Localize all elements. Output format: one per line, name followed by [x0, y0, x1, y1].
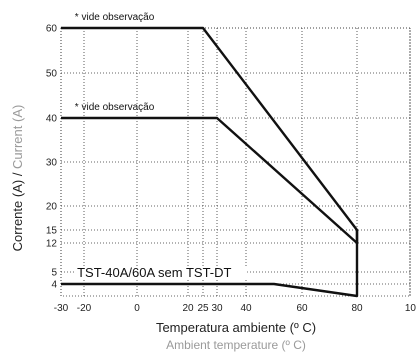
x-axis-label-secondary: Ambient temperature (º C) — [166, 338, 306, 352]
x-tick-label: 10 — [405, 303, 416, 314]
y-tick-label: 15 — [46, 226, 58, 237]
x-tick-label: 20 — [182, 303, 194, 314]
annotation-background — [75, 266, 248, 280]
x-tick-label: 80 — [351, 303, 363, 314]
plot-border — [60, 27, 411, 297]
y-axis-label: Corrente (A) / Current (A) — [10, 105, 25, 252]
x-tick-label: 30 — [211, 303, 223, 314]
x-tick-label: 60 — [296, 303, 308, 314]
plot-frame — [60, 27, 411, 297]
x-tick-labels: -30 -20 0 20 25 30 40 60 80 10 — [54, 303, 416, 314]
series-lines — [61, 26, 359, 298]
annotation-note: * vide observação — [75, 102, 155, 113]
x-axis-label: Temperatura ambiente (º C) — [156, 320, 316, 335]
series-line — [61, 230, 359, 298]
y-axis-label-primary: Corrente (A) — [10, 180, 25, 252]
y-tick-label: 30 — [46, 158, 58, 169]
y-tick-label: 5 — [51, 268, 57, 279]
annotation-note: * vide observação — [75, 12, 155, 23]
y-tick-label: 40 — [46, 114, 58, 125]
annotations: * vide observação * vide observação TST-40… — [75, 12, 248, 280]
y-tick-label: 20 — [46, 202, 58, 213]
series-line — [61, 26, 359, 243]
series-line — [61, 116, 358, 244]
y-tick-labels: 45 12 15 20 30 40 50 60 — [46, 24, 58, 291]
x-tick-label: -30 — [54, 303, 69, 314]
y-tick-label: 50 — [46, 69, 58, 80]
y-tick-label: 12 — [46, 239, 58, 250]
annotation-label: TST-40A/60A sem TST-DT — [77, 265, 231, 280]
y-tick-label: 60 — [46, 24, 58, 35]
x-tick-label: 0 — [134, 303, 140, 314]
y-axis-label-secondary: Current (A) — [10, 105, 25, 169]
y-axis-label-separator: / — [10, 169, 25, 180]
x-tick-label: 40 — [240, 303, 252, 314]
x-tick-label: -20 — [77, 303, 92, 314]
y-tick-label: 4 — [51, 280, 57, 291]
x-tick-label: 25 — [197, 303, 209, 314]
